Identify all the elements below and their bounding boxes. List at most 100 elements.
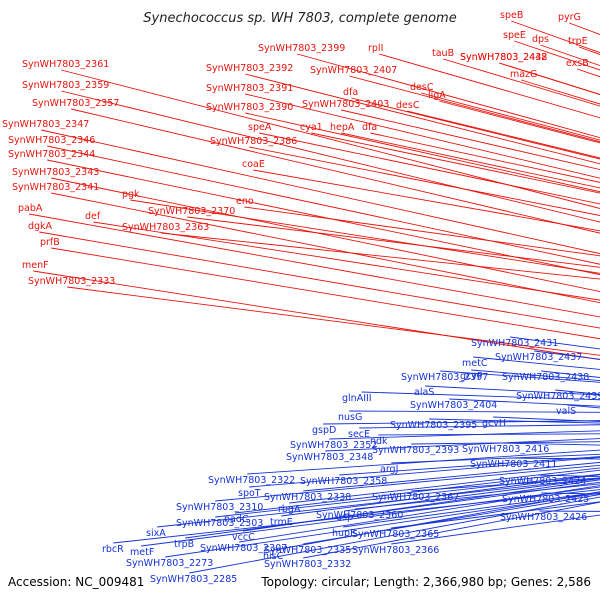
reverse-gene-label: SynWH7803_2438: [502, 372, 589, 383]
reverse-gene-label: hisC: [263, 551, 284, 562]
forward-gene-label: trpE: [568, 36, 588, 47]
forward-gene-label: mazG: [510, 69, 537, 80]
reverse-gene-label: SynWH7803_2439: [516, 391, 600, 402]
forward-gene-label: pabA: [18, 203, 43, 214]
reverse-gene-label: SynWH7803_2404: [410, 400, 497, 411]
forward-gene-label: dfa: [362, 122, 377, 133]
forward-gene-label: SynWH7803_2344: [8, 149, 95, 160]
forward-gene-label: hepA: [330, 122, 355, 133]
forward-label-connector: [61, 69, 600, 209]
reverse-label-connector: [355, 483, 600, 510]
forward-gene-label: ligA: [428, 90, 446, 101]
reverse-label-connector: [215, 464, 600, 502]
reverse-gene-label: SynWH7803_2397: [401, 372, 488, 383]
label-connectors: [29, 20, 600, 574]
reverse-label-connector: [349, 410, 600, 413]
reverse-gene-label: hupE: [332, 528, 356, 539]
forward-label-connector: [29, 213, 600, 318]
reverse-gene-label: SynWH7803_2285: [150, 574, 237, 585]
forward-gene-label: SynWH7803_2390: [206, 102, 293, 113]
reverse-label-connector: [323, 420, 600, 425]
reverse-gene-label: SynWH7803_2425: [502, 494, 589, 505]
reverse-gene-label: nusG: [338, 412, 362, 423]
reverse-label-connector: [235, 469, 600, 514]
reverse-label-connector: [361, 391, 600, 401]
reverse-label-connector: [344, 478, 600, 512]
reverse-gene-label: SynWH7803_2360: [316, 510, 403, 521]
forward-gene-label: pyrG: [558, 12, 581, 23]
forward-label-connector: [259, 132, 600, 205]
reverse-label-connector: [325, 438, 600, 452]
forward-label-connector: [341, 109, 600, 170]
reverse-label-connector: [243, 479, 600, 532]
reverse-label-connector: [113, 489, 600, 544]
reverse-label-connector: [378, 433, 600, 436]
genome-stats-text: Topology: circular; Length: 2,366,980 bp…: [260, 575, 591, 589]
forward-gene-label: SynWH7803_2347: [2, 119, 89, 130]
forward-label-connector: [51, 177, 600, 293]
forward-gene-label: SynWH7803_2432: [460, 52, 547, 63]
forward-label-connector: [245, 73, 600, 165]
reverse-gene-label: SynWH7803_2332: [264, 559, 351, 570]
forward-label-connector: [249, 146, 600, 216]
forward-label-connector: [93, 221, 600, 301]
forward-gene-label: def: [85, 211, 101, 222]
reverse-gene-label: SynWH7803_2352: [290, 440, 377, 451]
reverse-label-connector: [343, 491, 600, 528]
forward-gene-label: desC: [396, 100, 420, 111]
reverse-gene-label: SynWH7803_2273: [126, 558, 213, 569]
reverse-gene-label: gcvH: [482, 418, 506, 429]
reverse-gene-label: gcvP: [460, 371, 483, 382]
forward-gene-label: coaE: [242, 159, 265, 170]
forward-gene-label: cya1: [300, 122, 323, 133]
forward-gene-label: SynWH7803_2407: [310, 65, 397, 76]
reverse-gene-label: SynWH7803_2426: [500, 512, 587, 523]
forward-label-connector: [540, 44, 600, 67]
forward-gene-label: SynWH7803_2391: [206, 83, 293, 94]
forward-label-connector: [311, 132, 600, 194]
forward-gene-label: SynWH7803_2359: [22, 80, 109, 91]
forward-label-connector: [47, 159, 600, 276]
forward-label-connector: [349, 75, 600, 143]
reverse-gene-label: SynWH7803_2367: [372, 492, 459, 503]
reverse-label-connector: [247, 449, 600, 475]
forward-label-connector: [130, 199, 600, 274]
forward-gene-label: speE: [503, 30, 526, 41]
forward-gene-label: SynWH7803_2333: [28, 276, 115, 287]
reverse-label-connector: [339, 456, 600, 476]
reverse-label-connector: [391, 514, 600, 545]
forward-label-connector: [161, 232, 600, 280]
reverse-gene-label: SynWH7803_2307: [200, 543, 287, 554]
forward-label-connector: [341, 132, 600, 189]
forward-gene-label: SynWH7803_2361: [22, 59, 109, 70]
reverse-gene-label: SynWH7803_2303: [176, 518, 263, 529]
reverse-gene-label: glnAIII: [342, 393, 372, 404]
forward-label-connector: [39, 231, 600, 329]
forward-gene-label: prfB: [40, 237, 60, 248]
forward-gene-label: desC: [410, 82, 434, 93]
forward-label-connector: [51, 192, 600, 304]
reverse-gene-label: SynWH7803_2366: [352, 545, 439, 556]
forward-label-connector: [51, 247, 600, 340]
reverse-label-connector: [249, 456, 600, 488]
reverse-label-connector: [303, 501, 600, 559]
reverse-label-connector: [239, 485, 600, 543]
reverse-label-connector: [157, 477, 600, 528]
forward-label-connector: [253, 169, 600, 232]
reverse-gene-label: SynWH7803_2338: [264, 492, 351, 503]
forward-label-connector: [33, 270, 600, 361]
reverse-gene-label: rbgA: [278, 504, 301, 515]
reverse-label-connector: [391, 453, 600, 464]
forward-label-connector: [245, 112, 600, 193]
reverse-label-connector: [215, 473, 600, 518]
forward-label-connector: [187, 216, 600, 268]
reverse-gene-label: SynWH7803_2322: [208, 475, 295, 486]
reverse-gene-label: metF: [130, 547, 154, 558]
forward-label-connector: [41, 129, 600, 255]
forward-label-connector: [67, 286, 600, 356]
reverse-gene-label: sixA: [146, 528, 166, 539]
reverse-label-connector: [165, 492, 600, 558]
reverse-label-connector: [429, 418, 600, 424]
forward-gene-label: SynWH7803_2403: [302, 99, 389, 110]
